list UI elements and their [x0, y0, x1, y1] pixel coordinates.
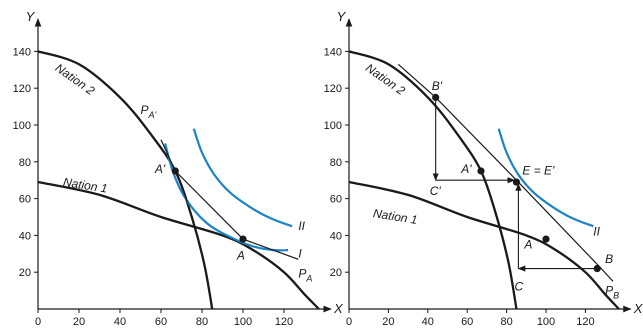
x-tick-label: 40 [422, 316, 434, 328]
label-i: I [298, 246, 302, 260]
label-nation-1: Nation 1 [372, 206, 418, 227]
label-text: A' [460, 162, 472, 176]
label-text: Nation 2 [53, 61, 98, 98]
curve-nation-1 [348, 180, 620, 310]
x-axis-title: X [333, 301, 344, 316]
point-b-prime [432, 93, 440, 101]
y-tick-label: 80 [19, 157, 31, 169]
y-tick-label: 40 [19, 230, 31, 242]
label-text: P [605, 283, 613, 297]
x-tick-label: 100 [537, 316, 555, 328]
y-tick-label: 80 [330, 157, 342, 169]
label-p-a-prime: PA' [141, 103, 157, 120]
label-a: A [523, 237, 532, 251]
curve-ii [497, 128, 594, 228]
label-nation-2: Nation 2 [53, 61, 98, 98]
curve-p-a [174, 170, 299, 260]
label-text: B [605, 252, 613, 266]
y-tick-label: 40 [330, 230, 342, 242]
label-text: B' [432, 79, 443, 93]
x-tick-label: 120 [576, 316, 594, 328]
label-text: Nation 1 [372, 206, 418, 227]
label-ii: II [298, 219, 305, 233]
label-e-e-prime: E = E' [522, 164, 555, 178]
label-text: E = E' [522, 164, 555, 178]
label-text: P [141, 103, 149, 117]
label-a: A [236, 248, 245, 262]
label-p-a: PA [298, 267, 312, 284]
label-text: II [298, 219, 305, 233]
label-text: Nation 1 [62, 175, 108, 196]
label-a-prime: A' [154, 162, 166, 176]
y-tick-label: 120 [13, 83, 31, 95]
point-e-e-prime [512, 178, 521, 186]
x-tick-label: 100 [234, 316, 252, 328]
curve-nation-2 [37, 50, 214, 310]
x-tick-label: 20 [382, 316, 394, 328]
point-a-prime [171, 167, 179, 175]
label-subscript: A' [148, 110, 157, 120]
point-b [593, 264, 601, 273]
x-tick-label: 0 [35, 316, 41, 328]
x-tick-label: 0 [346, 316, 352, 328]
y-tick-label: 60 [330, 194, 342, 206]
y-tick-label: 60 [19, 194, 31, 206]
label-text: C [514, 280, 523, 294]
x-tick-label: 60 [155, 316, 167, 328]
curve-i [164, 143, 289, 252]
label-text: A' [154, 162, 166, 176]
curve-nation-1 [37, 180, 320, 310]
label-c-prime: C' [430, 184, 442, 198]
label-text: II [593, 224, 600, 238]
x-tick-label: 40 [114, 316, 126, 328]
point-a [239, 235, 247, 243]
label-ii: II [593, 224, 600, 238]
label-text: A [523, 237, 532, 251]
x-tick-label: 80 [196, 316, 208, 328]
label-p-b: PB [605, 283, 619, 300]
y-tick-label: 20 [19, 267, 31, 279]
label-subscript: A [305, 274, 312, 284]
x-tick-label: 20 [73, 316, 85, 328]
curve-ii [192, 128, 293, 228]
label-text: I [298, 246, 302, 260]
label-text: A [236, 248, 245, 262]
label-c: C [514, 280, 523, 294]
y-axis-title: Y [26, 9, 36, 24]
curve-nation-2 [348, 50, 518, 310]
y-tick-label: 120 [324, 83, 342, 95]
x-axis-title: X [633, 301, 643, 316]
point-a-prime [477, 167, 485, 175]
label-text: C' [430, 184, 442, 198]
label-b-prime: B' [432, 79, 443, 93]
label-a-prime: A' [460, 162, 472, 176]
y-tick-label: 100 [13, 120, 31, 132]
y-tick-label: 140 [13, 46, 31, 58]
x-tick-label: 80 [500, 316, 512, 328]
label-text: P [298, 267, 306, 281]
label-b: B [605, 252, 613, 266]
point-a [542, 235, 550, 243]
y-axis-title: Y [337, 9, 347, 24]
label-subscript: B [613, 290, 619, 300]
x-tick-label: 60 [461, 316, 473, 328]
y-tick-label: 20 [330, 267, 342, 279]
y-tick-label: 140 [324, 46, 342, 58]
label-nation-1: Nation 1 [62, 175, 108, 196]
left-panel: X Y 0 20 40 60 80 100 120 20 40 60 80 100 120 140 Nation… [13, 9, 344, 328]
x-tick-label: 120 [275, 316, 293, 328]
y-tick-label: 100 [324, 120, 342, 132]
right-panel: X Y 0 20 40 60 80 100 120 20 40 60 80 100 120 140 Nation… [324, 9, 643, 328]
